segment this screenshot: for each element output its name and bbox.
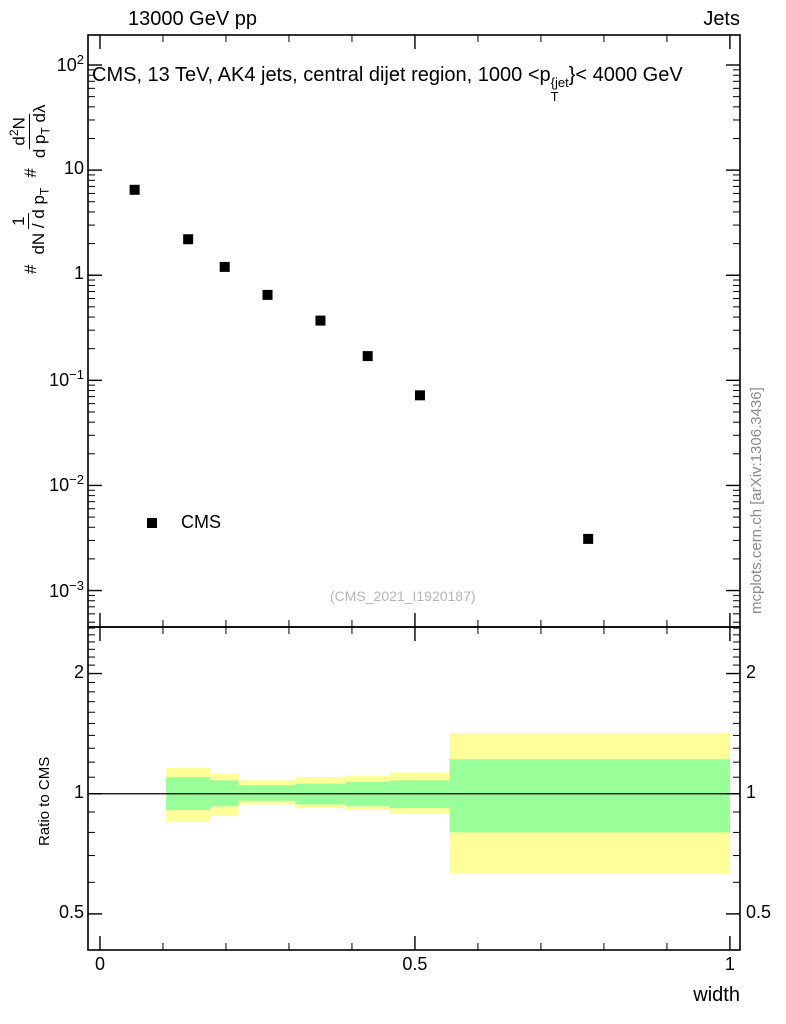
title-subscript: T <box>550 89 559 104</box>
data-point <box>362 351 373 362</box>
fraction2-numerator: d2N <box>7 114 31 149</box>
data-point <box>129 184 140 195</box>
data-points <box>129 184 594 544</box>
title-pt-stack: {jet T <box>551 76 569 103</box>
fraction1-denominator: dN / d pT <box>29 187 52 255</box>
ylabel-fraction-1: 1 dN / d pT <box>8 185 53 258</box>
data-point <box>583 533 594 544</box>
ratio-uncertainty-bands <box>166 732 730 874</box>
fraction2-denominator: d pT dλ <box>30 104 53 159</box>
main-plot-frame <box>87 34 741 628</box>
legend-marker-square <box>147 517 157 528</box>
header-process: Jets <box>703 8 740 30</box>
main-y-axis-label: # 1 dN / d pT # d2N d pT dλ <box>7 102 53 275</box>
ylabel-hash-2: # <box>20 168 40 178</box>
data-point <box>414 390 425 401</box>
ylabel-fraction-2: d2N d pT dλ <box>7 102 53 162</box>
title-superscript: {jet <box>550 75 569 90</box>
data-point <box>315 315 326 326</box>
legend-label: CMS <box>181 512 221 532</box>
data-point <box>219 261 230 272</box>
plot-title: CMS, 13 TeV, AK4 jets, central dijet reg… <box>92 64 683 103</box>
x-axis-label: width <box>693 984 740 1006</box>
ratio-plot-frame <box>87 626 741 951</box>
inner-band-segment <box>449 759 730 833</box>
inner-band-segment <box>238 785 296 801</box>
title-text-post: }< 4000 GeV <box>568 64 683 86</box>
data-point <box>262 289 273 300</box>
axis-ticks <box>88 35 740 950</box>
legend: CMS <box>147 512 221 533</box>
analysis-id-watermark: (CMS_2021_I1920187) <box>330 588 476 604</box>
ratio-y-axis-label: Ratio to CMS <box>36 756 53 846</box>
fraction1-numerator: 1 <box>8 213 30 229</box>
header-beam-energy: 13000 GeV pp <box>128 8 257 30</box>
mcplots-arxiv-label: mcplots.cern.ch [arXiv:1306.3436] <box>748 387 765 614</box>
title-text-pre: CMS, 13 TeV, AK4 jets, central dijet reg… <box>92 64 551 86</box>
data-point <box>183 234 194 245</box>
ylabel-hash-1: # <box>20 264 40 274</box>
